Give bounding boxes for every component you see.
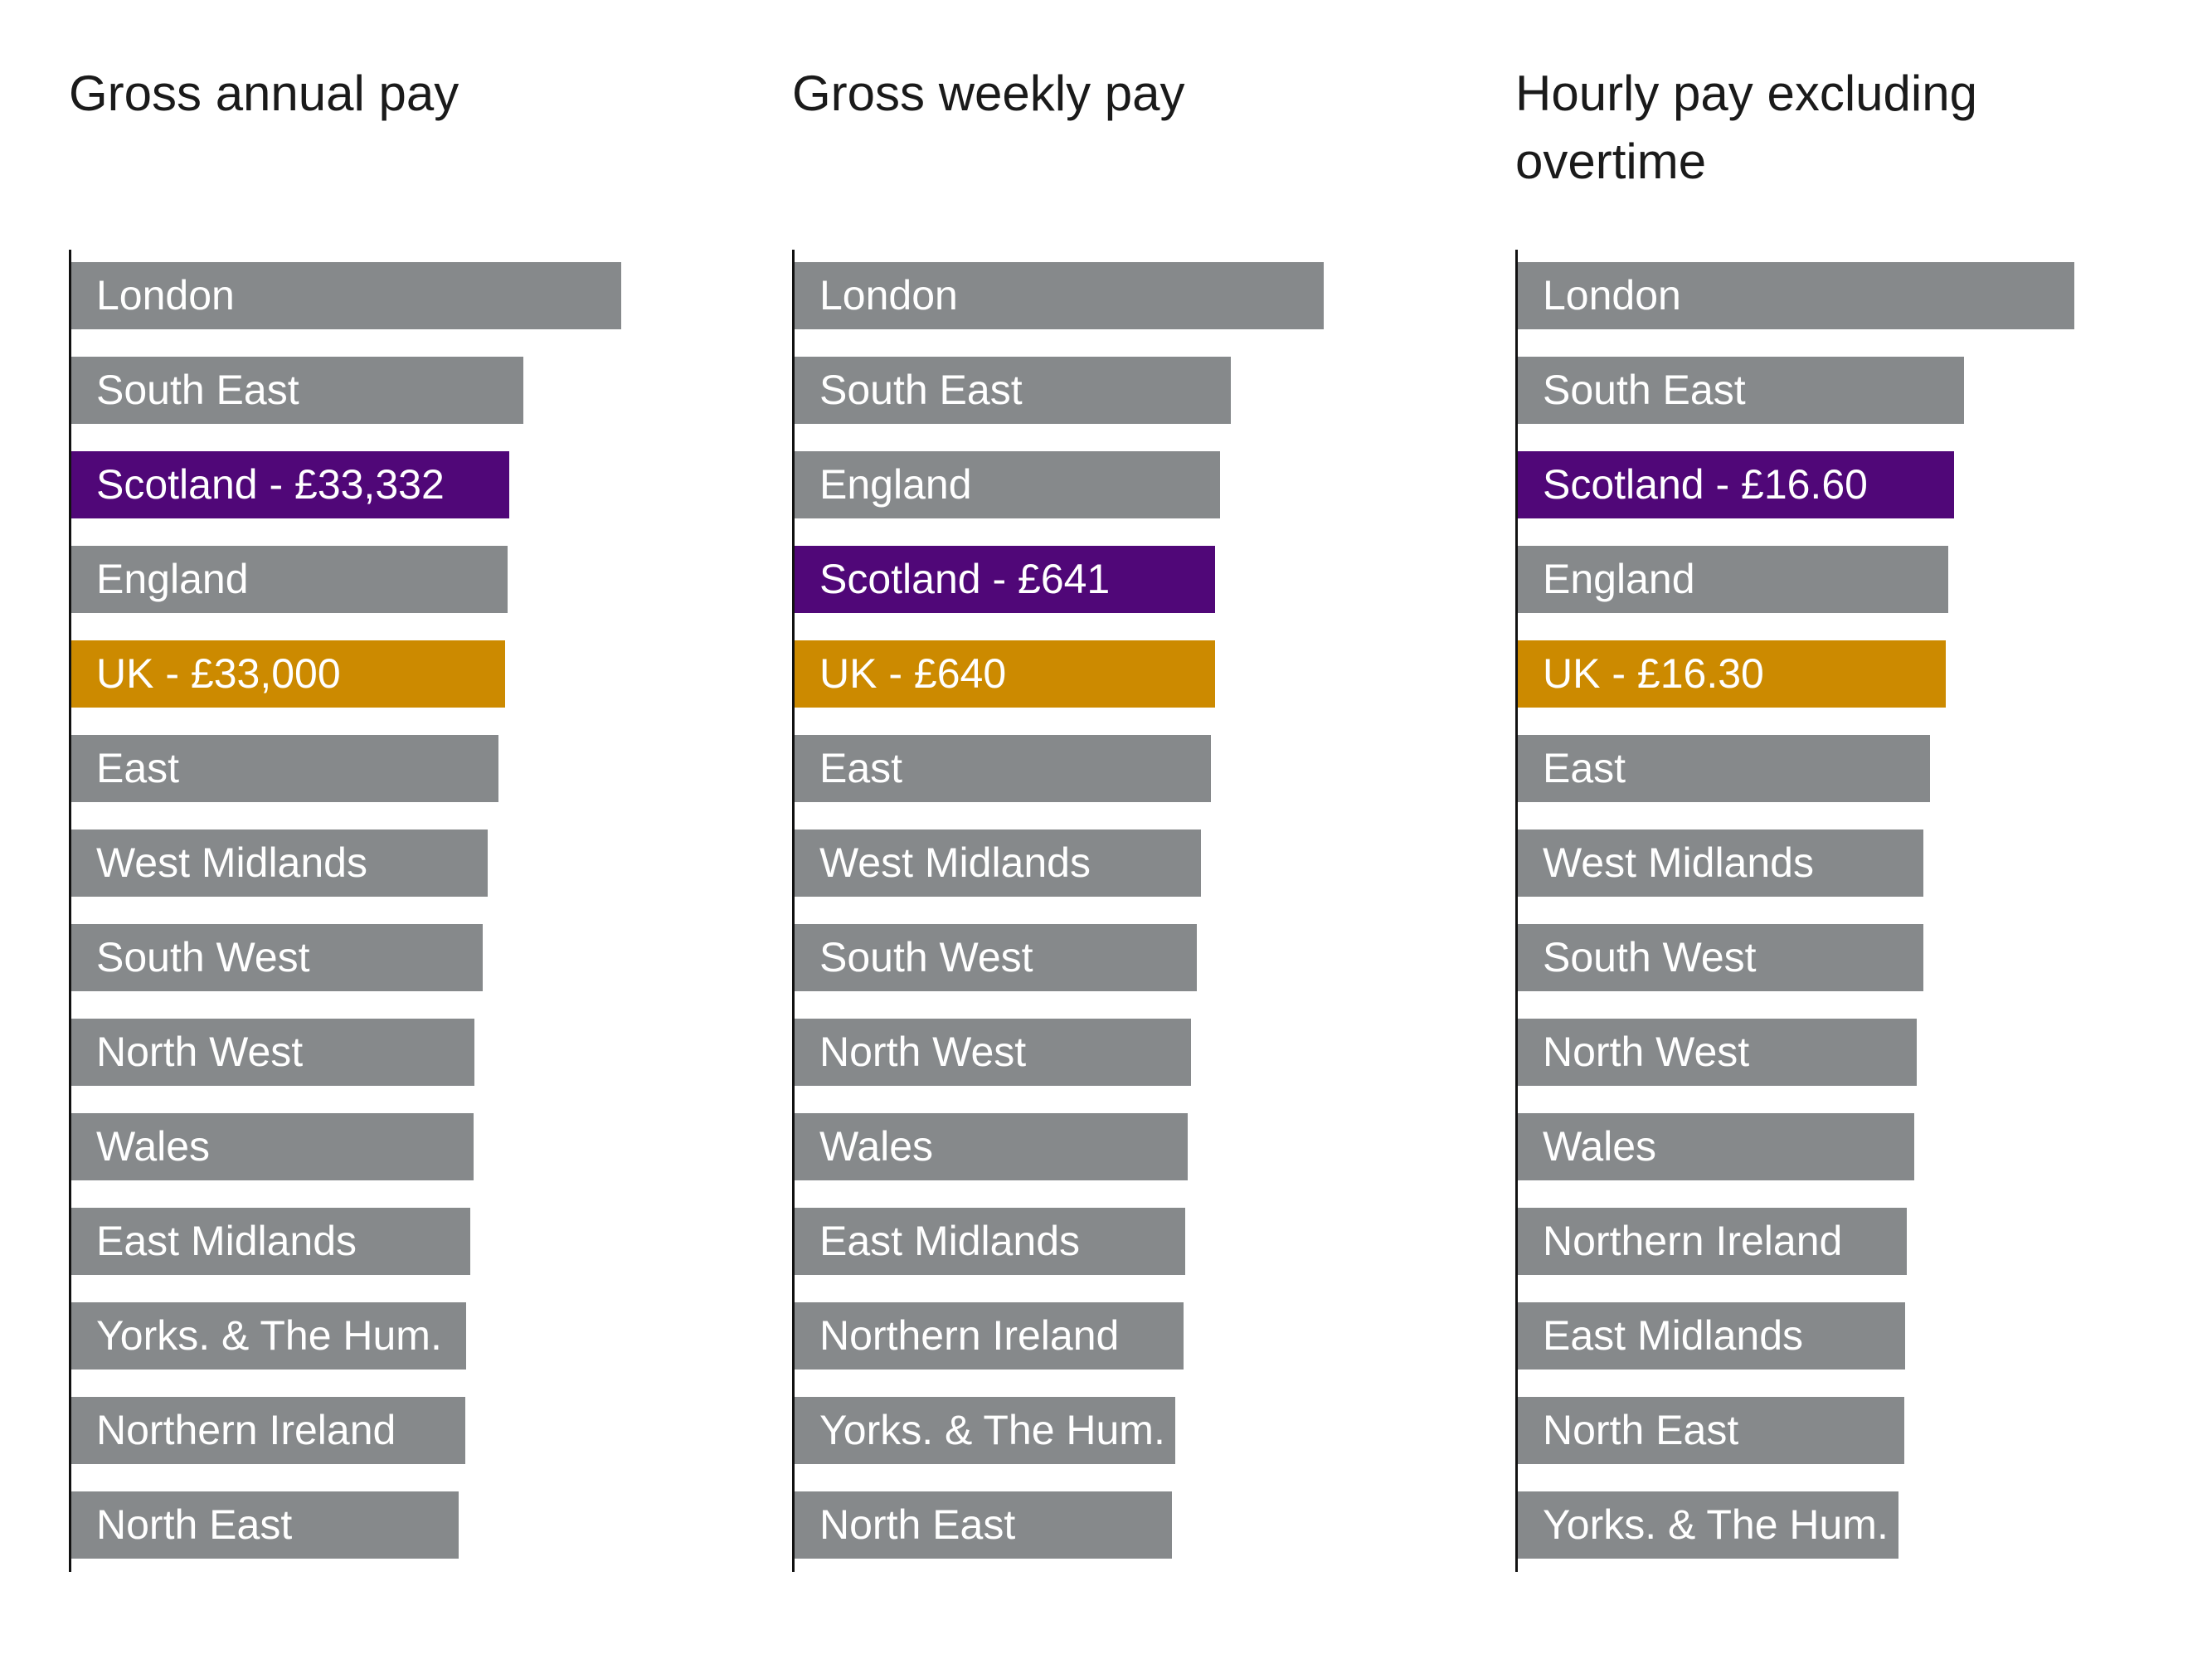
bar-northern-ireland: Northern Ireland xyxy=(795,1302,1184,1370)
bar-label: East xyxy=(819,745,903,791)
bar-label: Northern Ireland xyxy=(819,1312,1120,1359)
bar-uk: UK - £640 xyxy=(795,640,1215,708)
bar-label: South West xyxy=(1543,934,1757,980)
bar-label: North West xyxy=(96,1029,304,1075)
y-axis-line xyxy=(1515,250,1518,1572)
chart-title: Gross weekly pay xyxy=(792,66,1185,121)
bar-label: UK - £33,000 xyxy=(96,650,341,697)
bar-label: West Midlands xyxy=(819,839,1091,886)
chart-hourly-pay-excluding-overtime: Hourly pay excluding overtime London Sout… xyxy=(1515,0,2212,1659)
bar-label: South West xyxy=(96,934,310,980)
chart-title: Gross annual pay xyxy=(69,66,459,121)
bar-north-west: North West xyxy=(71,1019,475,1086)
bar-label: UK - £640 xyxy=(819,650,1007,697)
bar-london: London xyxy=(795,262,1325,329)
bar-label: East xyxy=(96,745,180,791)
bar-north-east: North East xyxy=(795,1491,1173,1559)
bar-scotland: Scotland - £16.60 xyxy=(1518,451,1954,518)
bar-london: London xyxy=(71,262,622,329)
bar-north-west: North West xyxy=(795,1019,1192,1086)
bar-south-west: South West xyxy=(795,924,1197,991)
bar-label: Scotland - £33,332 xyxy=(96,461,445,508)
bar-england: England xyxy=(71,546,508,613)
bar-uk: UK - £33,000 xyxy=(71,640,505,708)
bar-east-midlands: East Midlands xyxy=(71,1208,470,1275)
bar-south-west: South West xyxy=(1518,924,1924,991)
bar-label: Wales xyxy=(1543,1123,1657,1170)
bar-yorks-the-hum: Yorks. & The Hum. xyxy=(1518,1491,1899,1559)
bar-label: UK - £16.30 xyxy=(1543,650,1764,697)
bar-west-midlands: West Midlands xyxy=(71,830,488,897)
bar-label: London xyxy=(1543,272,1681,319)
chart-gross-weekly-pay: Gross weekly pay London South East England… xyxy=(792,0,1505,1659)
bar-label: Scotland - £641 xyxy=(819,556,1111,602)
bar-label: Wales xyxy=(96,1123,211,1170)
bar-label: East Midlands xyxy=(819,1218,1081,1264)
bar-east: East xyxy=(71,735,499,802)
bar-label: England xyxy=(96,556,249,602)
bar-scotland: Scotland - £33,332 xyxy=(71,451,509,518)
bar-south-east: South East xyxy=(1518,357,1965,424)
bar-label: Scotland - £16.60 xyxy=(1543,461,1868,508)
chart-title: Hourly pay excluding overtime xyxy=(1515,66,1977,189)
bar-south-east: South East xyxy=(71,357,523,424)
bar-label: England xyxy=(819,461,972,508)
bar-east-midlands: East Midlands xyxy=(795,1208,1186,1275)
bar-label: London xyxy=(819,272,958,319)
bar-west-midlands: West Midlands xyxy=(795,830,1202,897)
bar-label: South East xyxy=(96,367,299,413)
bar-label: South East xyxy=(1543,367,1746,413)
bar-scotland: Scotland - £641 xyxy=(795,546,1216,613)
bar-label: Wales xyxy=(819,1123,934,1170)
bar-northern-ireland: Northern Ireland xyxy=(1518,1208,1907,1275)
bar-label: Yorks. & The Hum. xyxy=(96,1312,442,1359)
bar-wales: Wales xyxy=(795,1113,1189,1180)
bar-label: North West xyxy=(819,1029,1027,1075)
y-axis-line xyxy=(792,250,795,1572)
bar-yorks-the-hum: Yorks. & The Hum. xyxy=(71,1302,466,1370)
bar-wales: Wales xyxy=(71,1113,474,1180)
bar-england: England xyxy=(1518,546,1949,613)
bar-yorks-the-hum: Yorks. & The Hum. xyxy=(795,1397,1176,1464)
y-axis-line xyxy=(69,250,71,1572)
bar-south-west: South West xyxy=(71,924,484,991)
bar-east: East xyxy=(795,735,1211,802)
bar-label: Northern Ireland xyxy=(1543,1218,1843,1264)
bar-label: Yorks. & The Hum. xyxy=(819,1407,1165,1453)
bar-label: London xyxy=(96,272,235,319)
bar-south-east: South East xyxy=(795,357,1232,424)
bar-label: Northern Ireland xyxy=(96,1407,396,1453)
bar-london: London xyxy=(1518,262,2075,329)
bar-northern-ireland: Northern Ireland xyxy=(71,1397,465,1464)
bar-label: East Midlands xyxy=(96,1218,357,1264)
bar-label: East xyxy=(1543,745,1626,791)
bar-label: South West xyxy=(819,934,1033,980)
bar-label: West Midlands xyxy=(1543,839,1814,886)
bar-north-east: North East xyxy=(71,1491,459,1559)
bar-label: North East xyxy=(1543,1407,1739,1453)
bar-england: England xyxy=(795,451,1220,518)
bar-label: North East xyxy=(96,1501,293,1548)
bar-label: North West xyxy=(1543,1029,1750,1075)
bar-label: South East xyxy=(819,367,1023,413)
bar-north-east: North East xyxy=(1518,1397,1904,1464)
chart-gross-annual-pay: Gross annual pay London South East Scotlan… xyxy=(69,0,782,1659)
bar-label: England xyxy=(1543,556,1695,602)
bar-label: Yorks. & The Hum. xyxy=(1543,1501,1889,1548)
bar-label: East Midlands xyxy=(1543,1312,1804,1359)
bar-label: West Midlands xyxy=(96,839,367,886)
bar-north-west: North West xyxy=(1518,1019,1918,1086)
bar-east: East xyxy=(1518,735,1931,802)
bar-uk: UK - £16.30 xyxy=(1518,640,1947,708)
bar-west-midlands: West Midlands xyxy=(1518,830,1924,897)
bar-wales: Wales xyxy=(1518,1113,1915,1180)
bar-label: North East xyxy=(819,1501,1016,1548)
bar-east-midlands: East Midlands xyxy=(1518,1302,1906,1370)
